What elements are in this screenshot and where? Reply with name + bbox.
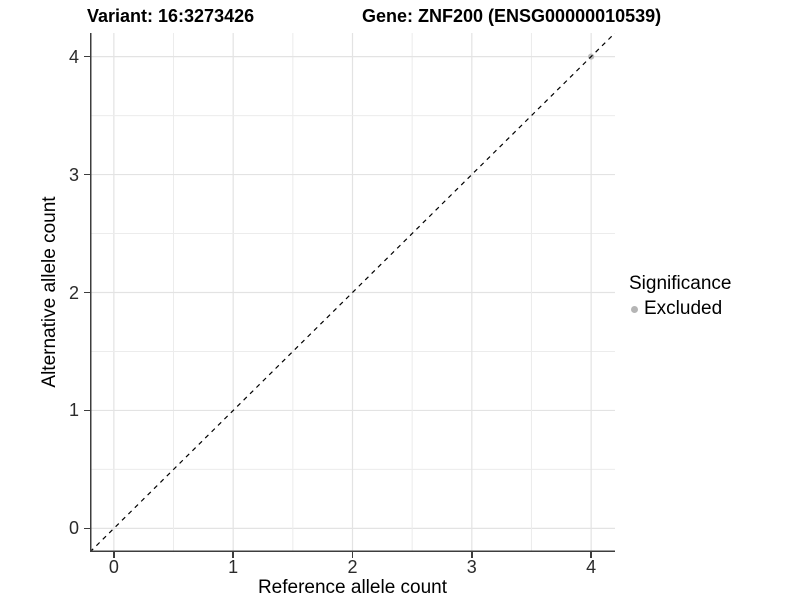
- y-tick-label: 2: [68, 282, 79, 303]
- x-tick-mark: [113, 552, 115, 558]
- y-tick-label: 4: [68, 46, 79, 67]
- legend: Significance Excluded: [629, 273, 731, 320]
- y-tick-mark: [84, 527, 90, 530]
- x-tick-mark: [471, 552, 473, 558]
- y-tick-label: 1: [68, 400, 79, 421]
- legend-entry-excluded: Excluded: [629, 298, 731, 320]
- x-tick-label: 0: [108, 557, 119, 577]
- x-tick-mark: [351, 552, 354, 558]
- x-tick-label: 3: [466, 557, 477, 577]
- y-tick-mark: [84, 409, 90, 412]
- y-axis-title: Alternative allele count: [39, 196, 60, 388]
- y-tick-label: 0: [68, 518, 79, 539]
- x-tick-mark: [590, 552, 592, 558]
- x-axis-title: Reference allele count: [257, 577, 448, 598]
- x-tick-label: 1: [228, 557, 239, 577]
- x-tick-label: 2: [347, 557, 358, 577]
- scatter-plot-canvas: [90, 33, 615, 552]
- legend-entry-label: Excluded: [644, 298, 723, 319]
- plot-panel: [90, 33, 615, 552]
- y-tick-mark: [84, 173, 90, 176]
- y-tick-label: 3: [68, 164, 79, 185]
- x-tick-mark: [232, 552, 234, 558]
- x-tick-label: 4: [586, 557, 597, 577]
- legend-title: Significance: [629, 273, 732, 294]
- legend-key-dot-icon: [631, 305, 638, 313]
- plot-title-variant: Variant: 16:3273426: [87, 6, 255, 26]
- y-tick-mark: [84, 291, 90, 294]
- y-tick-mark: [84, 55, 90, 58]
- plot-title-gene: Gene: ZNF200 (ENSG00000010539): [362, 6, 662, 26]
